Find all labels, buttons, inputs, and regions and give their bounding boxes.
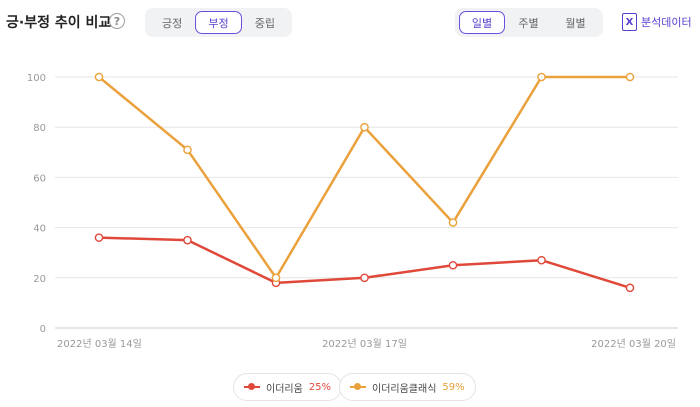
excel-icon: X — [622, 13, 637, 31]
data-point — [94, 233, 104, 242]
data-point — [448, 260, 458, 270]
tab-neutral[interactable]: 중립 — [254, 16, 275, 30]
data-point — [360, 273, 369, 283]
tab-weekly[interactable]: 주별 — [518, 16, 539, 30]
y-tick-label: 60 — [33, 173, 46, 184]
y-tick-label: 100 — [27, 73, 46, 84]
export-data-button[interactable]: X 분석데이터 — [622, 13, 692, 31]
legend-item-series-2[interactable]: 이더리움클래식 59% — [339, 373, 476, 401]
data-point — [183, 145, 192, 155]
data-point — [537, 255, 546, 265]
period-tab-group: 일별 주별 월별 — [455, 8, 603, 37]
legend-percentage: 25% — [308, 381, 332, 393]
page-title: 긍·부정 추이 비교 — [6, 15, 112, 31]
line-chart: 0 20 40 60 80 100 2022년 03월 14일 2022년 03월 17일 20… — [27, 72, 678, 350]
x-tick-label: 2022년 03월 20일 — [591, 338, 676, 350]
tab-monthly[interactable]: 월별 — [565, 16, 586, 30]
x-tick-label: 2022년 03월 14일 — [57, 338, 142, 350]
x-tick-label: 2022년 03월 17일 — [322, 338, 407, 350]
data-point — [183, 235, 192, 245]
data-point — [360, 122, 369, 132]
sentiment-tab-group: 긍정 부정 중립 — [145, 8, 292, 37]
data-point — [537, 72, 546, 82]
legend-item-series-1[interactable]: 이더리움 25% — [233, 373, 343, 401]
legend-marker-icon — [244, 382, 260, 392]
y-tick-label: 80 — [33, 123, 46, 134]
legend-marker-icon — [350, 382, 366, 392]
tab-negative[interactable]: 부정 — [195, 11, 242, 34]
tab-positive[interactable]: 긍정 — [162, 16, 183, 30]
export-label: 분석데이터 — [641, 16, 692, 29]
data-point — [94, 72, 104, 82]
data-point — [625, 72, 635, 82]
legend-label: 이더리움 — [266, 383, 303, 395]
y-tick-label: 40 — [33, 224, 46, 235]
tab-daily[interactable]: 일별 — [459, 11, 505, 34]
data-point — [625, 283, 635, 293]
data-point — [271, 273, 281, 283]
y-tick-label: 0 — [40, 324, 46, 335]
help-icon[interactable]: ? — [109, 13, 125, 29]
y-tick-label: 20 — [33, 274, 46, 285]
data-point — [448, 218, 458, 227]
legend-percentage: 59% — [442, 381, 465, 393]
legend-label: 이더리움클래식 — [372, 383, 437, 395]
